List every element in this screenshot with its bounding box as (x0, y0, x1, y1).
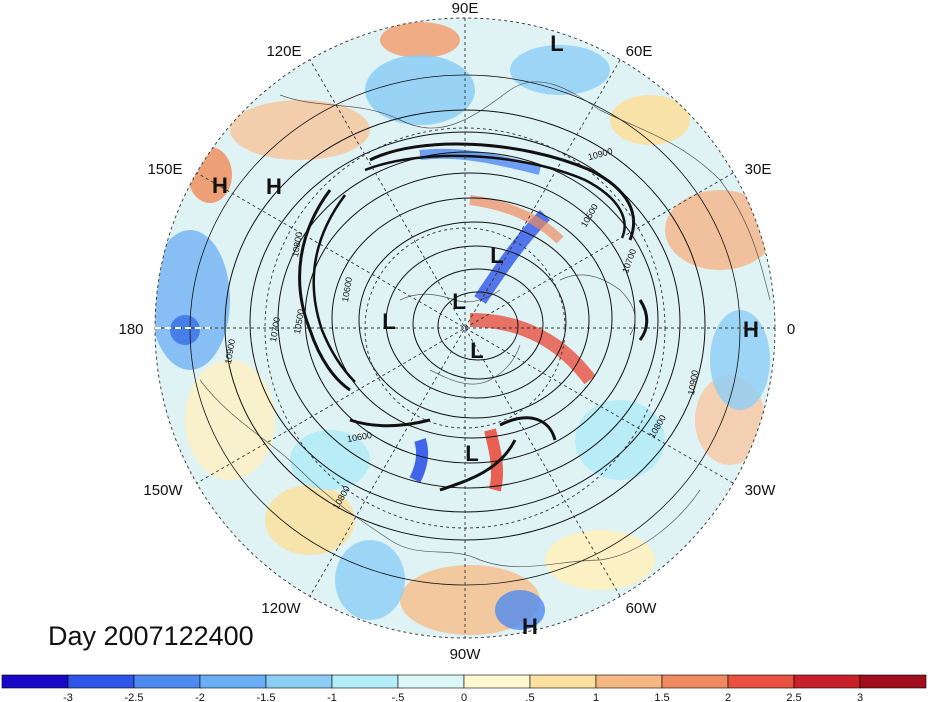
colorbar-tick-label: 3 (857, 692, 863, 702)
contour-label: 10900 (686, 369, 700, 395)
low-marker: L (470, 338, 483, 363)
colorbar-tick-label: -2 (195, 692, 205, 702)
colorbar-swatch (265, 674, 333, 689)
lon-label-120e: 120E (266, 43, 301, 60)
pressure-centers: L H H L L L L L H H (212, 31, 759, 639)
colorbar-tick-label: 2 (725, 692, 731, 702)
colorbar-tick-label: -1.5 (257, 692, 276, 702)
day-title: Day 2007122400 (48, 621, 254, 651)
colorbar-swatch (463, 674, 531, 689)
high-marker: H (522, 614, 538, 639)
lon-label-180: 180 (118, 321, 143, 338)
low-marker: L (382, 309, 395, 334)
colorbar-tick-label: 0 (461, 692, 467, 702)
lon-label-30e: 30E (745, 161, 772, 178)
low-marker: L (465, 441, 478, 466)
colorbar-tick-label: .5 (525, 692, 534, 702)
contour-label: 10600 (346, 430, 372, 444)
lon-label-90w: 90W (450, 646, 482, 663)
coastlines (199, 81, 771, 568)
colorbar-swatch (793, 674, 861, 689)
contour-label: 10900 (223, 338, 237, 364)
high-marker: H (266, 174, 282, 199)
contour-label: 10700 (268, 316, 282, 342)
lon-label-120w: 120W (261, 600, 301, 617)
longitude-labels: 90E 60E 30E 0 30W 60W 90W 120W 150W 180 … (118, 0, 795, 663)
low-marker: L (490, 243, 503, 268)
colorbar-swatch (67, 674, 135, 689)
colorbar-swatch (331, 674, 399, 689)
colorbar-swatch (529, 674, 597, 689)
colorbar-tick-label: -1 (327, 692, 337, 702)
lon-label-60w: 60W (626, 600, 658, 617)
colorbar-swatch (199, 674, 267, 689)
lon-label-30w: 30W (745, 482, 777, 499)
colorbar-swatch (859, 674, 927, 689)
high-marker: H (743, 317, 759, 342)
colorbar-tick-label: 2.5 (786, 692, 801, 702)
colorbar-tick-label: 1.5 (654, 692, 669, 702)
colorbar-swatch (397, 674, 465, 689)
colorbar-tick-label: 1 (593, 692, 599, 702)
lon-label-0: 0 (787, 321, 795, 338)
contour-label: 10800 (290, 231, 304, 257)
contour-label: 10600 (340, 276, 354, 302)
low-marker: L (452, 289, 465, 314)
lon-label-150e: 150E (147, 161, 182, 178)
high-marker: H (212, 173, 228, 198)
colorbar-swatch (661, 674, 729, 689)
colorbar-tick-label: -3 (63, 692, 73, 702)
colorbar-swatch (133, 674, 201, 689)
low-marker: L (550, 31, 563, 56)
colorbar-tick-label: -.5 (392, 692, 405, 702)
lon-label-90e: 90E (452, 0, 479, 17)
graticule (155, 18, 775, 638)
colorbar-swatch (595, 674, 663, 689)
colorbar-swatch (1, 674, 69, 689)
contour-label: 10500 (292, 308, 306, 334)
height-contours (189, 74, 741, 586)
colorbar: -3 -2.5 -2 -1.5 -1 -.5 0 .5 1 1.5 2 2.5 3 (1, 674, 927, 702)
lon-label-150w: 150W (143, 482, 183, 499)
colorbar-swatch (727, 674, 795, 689)
lon-label-60e: 60E (626, 43, 653, 60)
colorbar-tick-label: -2.5 (125, 692, 144, 702)
